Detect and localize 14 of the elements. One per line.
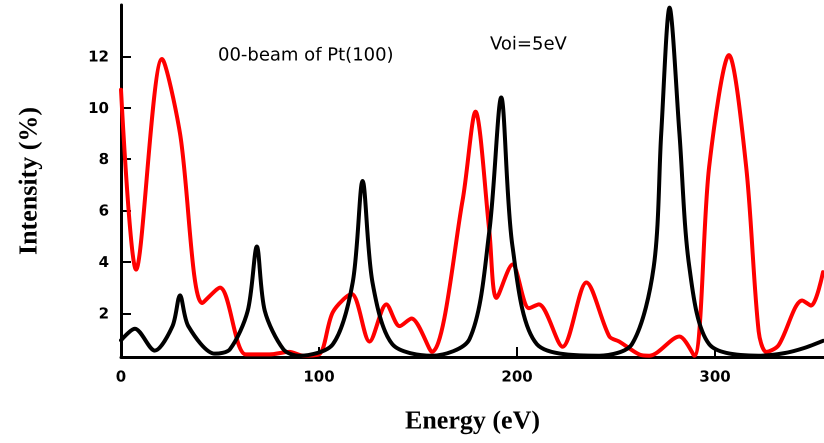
y-tick-label: 12	[88, 47, 109, 66]
x-tick-label: 0	[116, 368, 126, 386]
annotation: 00-beam of Pt(100)	[218, 44, 394, 66]
y-tick-label: 8	[98, 150, 109, 168]
y-tick-label: 2	[98, 304, 109, 322]
x-tick-label: 300	[699, 368, 731, 386]
y-tick-label: 6	[98, 202, 109, 220]
x-tick-label: 100	[303, 368, 335, 386]
y-tick-label: 10	[88, 98, 109, 117]
x-axis-title: Energy (eV)	[404, 406, 540, 434]
y-axis-title: Intensity (%)	[14, 106, 42, 256]
x-tick-label: 200	[501, 368, 533, 386]
y-tick-label: 4	[98, 252, 109, 271]
annotation: Voi=5eV	[490, 34, 568, 54]
